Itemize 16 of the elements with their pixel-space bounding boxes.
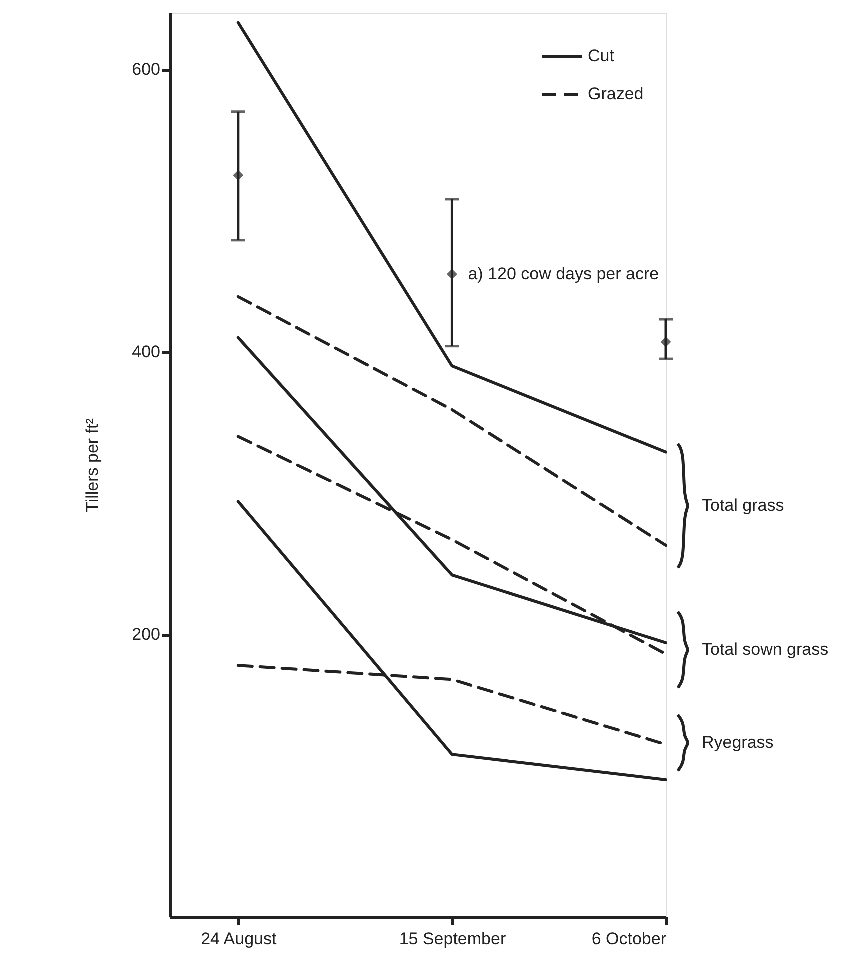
point [233,170,244,181]
legend-label: Grazed [588,84,644,104]
annotation: a) 120 cow days per acre [468,264,660,284]
point [446,269,458,280]
x-tick-label: 6 October [592,930,667,948]
text: Total grass [702,496,784,515]
point [660,336,672,348]
text: Total sown grass [702,640,829,659]
x-tick-label: 15 September [399,930,506,948]
y-axis-title: Tillers per ft² [83,418,102,512]
y-tick-label: 200 [132,625,160,644]
x-tick-label: 24 August [201,930,277,948]
y-tick-label: 400 [132,342,160,362]
text: Ryegrass [702,733,774,752]
y-tick-label: 600 [132,60,160,79]
legend-label: Cut [588,46,615,66]
